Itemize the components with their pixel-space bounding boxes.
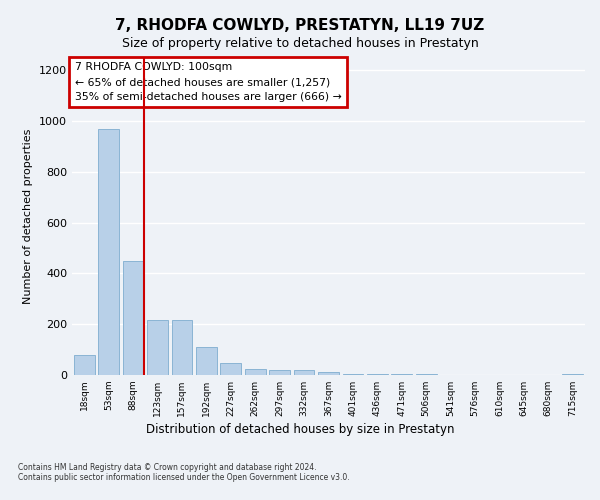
- Bar: [318, 372, 339, 375]
- Bar: [416, 374, 437, 375]
- Text: 7, RHODFA COWLYD, PRESTATYN, LL19 7UZ: 7, RHODFA COWLYD, PRESTATYN, LL19 7UZ: [115, 18, 485, 32]
- Bar: [74, 354, 95, 375]
- Bar: [367, 374, 388, 375]
- Bar: [98, 128, 119, 375]
- Bar: [147, 320, 168, 375]
- Text: 7 RHODFA COWLYD: 100sqm
← 65% of detached houses are smaller (1,257)
35% of semi: 7 RHODFA COWLYD: 100sqm ← 65% of detache…: [74, 62, 341, 102]
- Bar: [172, 320, 193, 375]
- Bar: [122, 260, 143, 375]
- Bar: [220, 363, 241, 375]
- Bar: [196, 347, 217, 375]
- Bar: [293, 370, 314, 375]
- Bar: [391, 374, 412, 375]
- Bar: [245, 368, 266, 375]
- Bar: [269, 370, 290, 375]
- Text: Size of property relative to detached houses in Prestatyn: Size of property relative to detached ho…: [122, 38, 478, 51]
- Bar: [343, 374, 364, 375]
- Text: Contains HM Land Registry data © Crown copyright and database right 2024.
Contai: Contains HM Land Registry data © Crown c…: [18, 462, 350, 482]
- Text: Distribution of detached houses by size in Prestatyn: Distribution of detached houses by size …: [146, 422, 454, 436]
- Y-axis label: Number of detached properties: Number of detached properties: [23, 128, 34, 304]
- Bar: [562, 374, 583, 375]
